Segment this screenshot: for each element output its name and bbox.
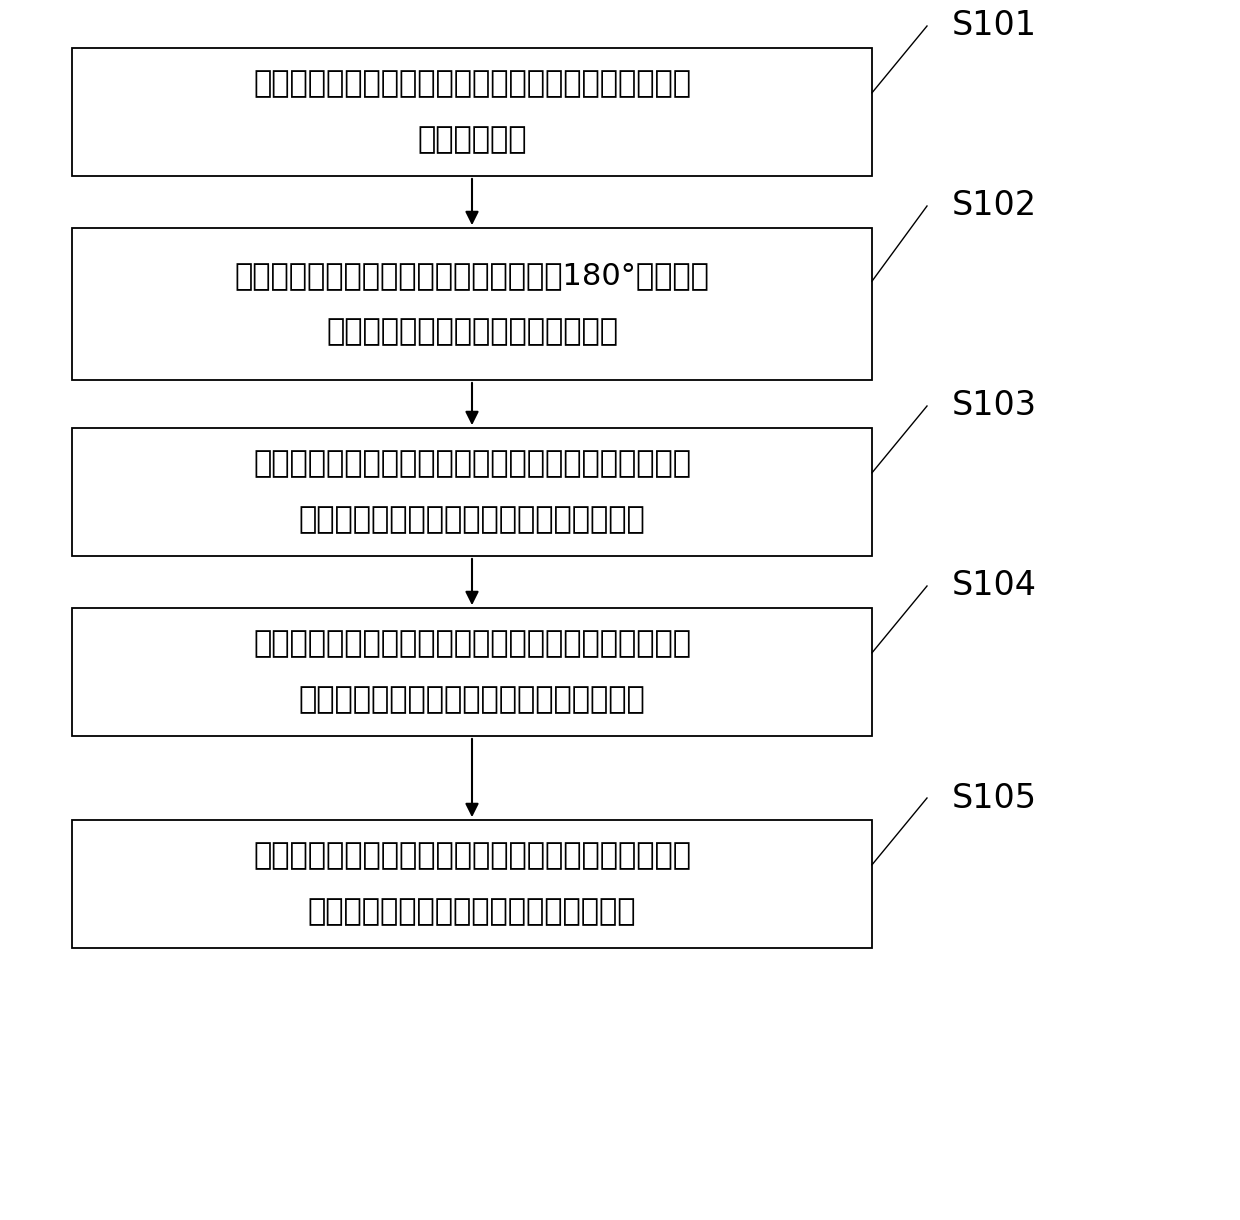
Text: 利用共轴数字全息显微系统采集待测物体的全息图，作: 利用共轴数字全息显微系统采集待测物体的全息图，作 xyxy=(253,70,691,99)
Bar xyxy=(72,820,872,948)
Text: 图进行相位恢复处理，得到旋转展开相位图: 图进行相位恢复处理，得到旋转展开相位图 xyxy=(299,686,645,715)
Text: 利用共轴数字全息显微中傅里叶变换法对所述原始全息: 利用共轴数字全息显微中傅里叶变换法对所述原始全息 xyxy=(253,449,691,478)
Text: S102: S102 xyxy=(952,189,1037,222)
Bar xyxy=(72,228,872,379)
Text: S103: S103 xyxy=(952,389,1037,422)
Text: 利用共轴数字全息显微中傅里叶变换法对所述旋转全息: 利用共轴数字全息显微中傅里叶变换法对所述旋转全息 xyxy=(253,630,691,659)
Text: 到对所述原始展开相位图补偿后的相位图: 到对所述原始展开相位图补偿后的相位图 xyxy=(308,898,636,926)
Text: S101: S101 xyxy=(952,10,1037,43)
Text: S104: S104 xyxy=(952,570,1037,603)
Text: 为原始全息图: 为原始全息图 xyxy=(417,126,527,155)
Text: 将所述原始全息图顺时针或者逆时针旋转180°，得到一: 将所述原始全息图顺时针或者逆时针旋转180°，得到一 xyxy=(234,261,709,290)
Bar xyxy=(72,48,872,176)
Text: 将所述原始展开相位图和所述旋转展开相位图相减，得: 将所述原始展开相位图和所述旋转展开相位图相减，得 xyxy=(253,842,691,871)
Text: 图进行相位恢复处理，得到原始展开相位图: 图进行相位恢复处理，得到原始展开相位图 xyxy=(299,505,645,534)
Bar xyxy=(72,428,872,556)
Text: 幅数字参考全息图，作为旋转全息图: 幅数字参考全息图，作为旋转全息图 xyxy=(326,317,618,346)
Text: S105: S105 xyxy=(952,782,1037,815)
Bar xyxy=(72,608,872,736)
